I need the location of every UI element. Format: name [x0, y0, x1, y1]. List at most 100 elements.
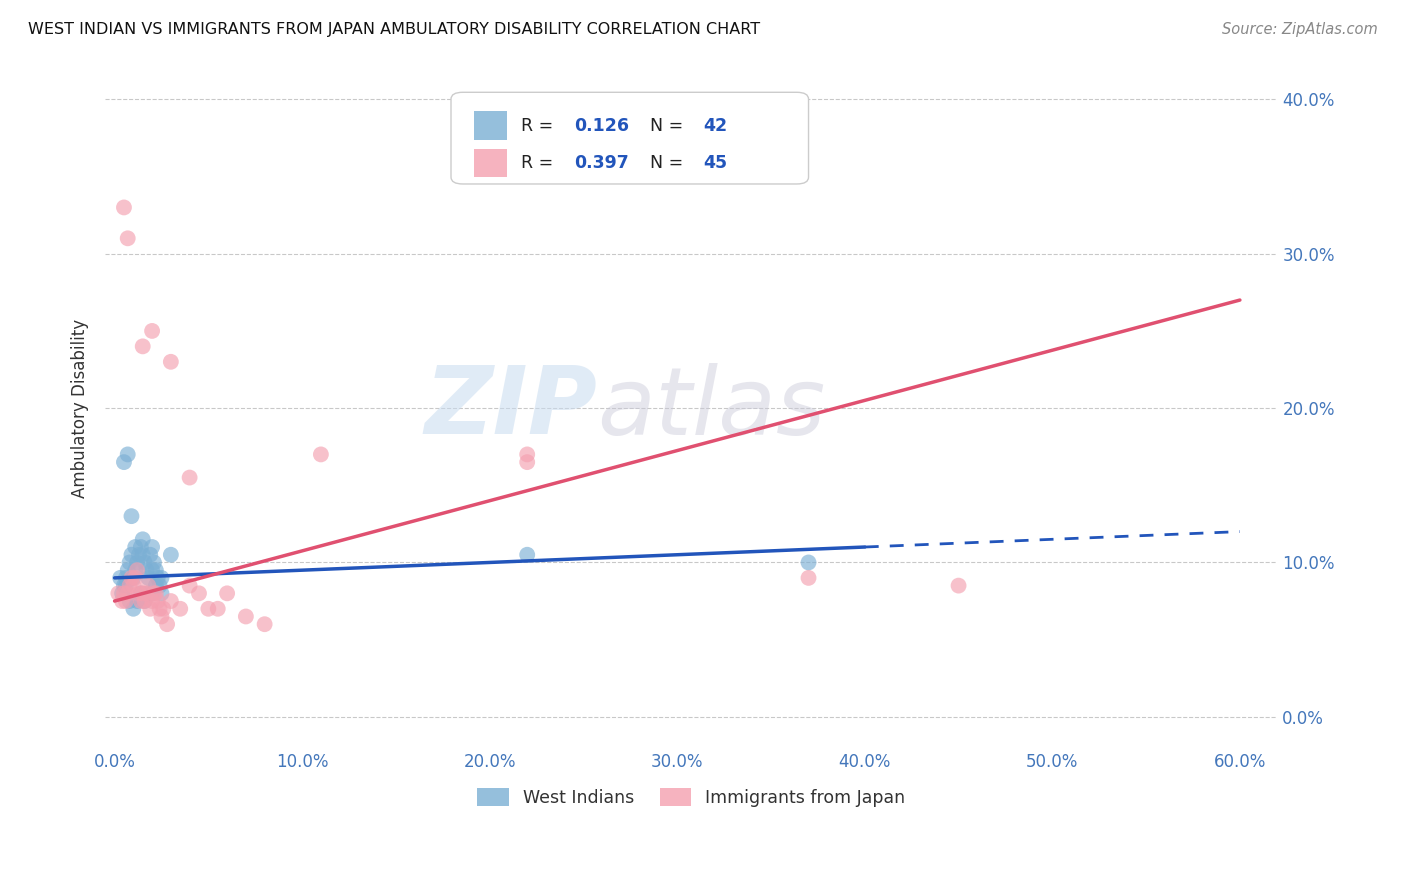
Point [129, 594, 152, 608]
Point [132, 533, 155, 547]
Point [111, 594, 134, 608]
Point [127, 556, 149, 570]
Point [179, 470, 201, 484]
Point [118, 594, 141, 608]
Point [160, 355, 183, 369]
Point [121, 571, 143, 585]
Point [115, 594, 138, 608]
Point [235, 609, 257, 624]
Point [169, 601, 191, 615]
Point [207, 601, 229, 615]
Bar [474, 149, 508, 178]
Point [188, 586, 211, 600]
Point [117, 586, 139, 600]
Text: 42: 42 [703, 117, 727, 135]
Point [112, 455, 135, 469]
Point [122, 601, 145, 615]
Point [115, 571, 138, 585]
Point [134, 594, 156, 608]
Legend: West Indians, Immigrants from Japan: West Indians, Immigrants from Japan [471, 781, 912, 814]
Point [107, 586, 129, 600]
Point [129, 586, 152, 600]
Point [150, 571, 173, 585]
Point [156, 617, 179, 632]
Point [143, 556, 166, 570]
Point [145, 586, 167, 600]
Point [797, 556, 820, 570]
Point [253, 617, 276, 632]
Text: 0.397: 0.397 [574, 154, 628, 172]
Point [124, 571, 146, 585]
FancyBboxPatch shape [451, 92, 808, 184]
Text: ZIP: ZIP [425, 362, 598, 454]
Point [217, 586, 239, 600]
Text: R =: R = [522, 154, 560, 172]
Point [145, 563, 167, 577]
Point [516, 548, 538, 562]
Point [139, 548, 162, 562]
Point [143, 586, 166, 600]
Point [197, 601, 219, 615]
Point [111, 586, 134, 600]
Point [179, 579, 201, 593]
Text: R =: R = [522, 117, 560, 135]
Point [948, 579, 970, 593]
Point [124, 563, 146, 577]
Point [138, 586, 160, 600]
Point [160, 548, 183, 562]
Point [141, 563, 163, 577]
Point [152, 601, 174, 615]
Point [115, 579, 138, 593]
Point [132, 586, 155, 600]
Point [112, 586, 135, 600]
Point [134, 556, 156, 570]
Point [797, 571, 820, 585]
Text: 0.126: 0.126 [574, 117, 628, 135]
Text: N =: N = [651, 117, 689, 135]
Point [309, 447, 332, 461]
Point [141, 324, 163, 338]
Point [122, 571, 145, 585]
Point [516, 447, 538, 461]
Point [118, 556, 141, 570]
Point [146, 571, 169, 585]
Point [112, 201, 135, 215]
Point [141, 594, 163, 608]
Text: WEST INDIAN VS IMMIGRANTS FROM JAPAN AMBULATORY DISABILITY CORRELATION CHART: WEST INDIAN VS IMMIGRANTS FROM JAPAN AMB… [28, 22, 761, 37]
Bar [474, 112, 508, 140]
Point [134, 594, 156, 608]
Point [128, 586, 150, 600]
Point [132, 548, 155, 562]
Point [516, 455, 538, 469]
Point [141, 586, 163, 600]
Point [149, 601, 172, 615]
Point [135, 586, 157, 600]
Point [132, 339, 155, 353]
Point [139, 601, 162, 615]
Point [118, 579, 141, 593]
Point [141, 540, 163, 554]
Point [150, 586, 173, 600]
Point [117, 231, 139, 245]
Point [138, 579, 160, 593]
Text: 45: 45 [703, 154, 727, 172]
Point [149, 579, 172, 593]
Point [110, 571, 132, 585]
Point [150, 609, 173, 624]
Point [145, 579, 167, 593]
Point [160, 594, 183, 608]
Point [135, 563, 157, 577]
Point [127, 563, 149, 577]
Point [117, 563, 139, 577]
Text: Source: ZipAtlas.com: Source: ZipAtlas.com [1222, 22, 1378, 37]
Point [117, 447, 139, 461]
Point [112, 579, 135, 593]
Point [128, 548, 150, 562]
Point [127, 594, 149, 608]
Point [146, 594, 169, 608]
Text: atlas: atlas [598, 363, 825, 454]
Text: N =: N = [651, 154, 689, 172]
Point [129, 540, 152, 554]
Point [122, 579, 145, 593]
Point [138, 571, 160, 585]
